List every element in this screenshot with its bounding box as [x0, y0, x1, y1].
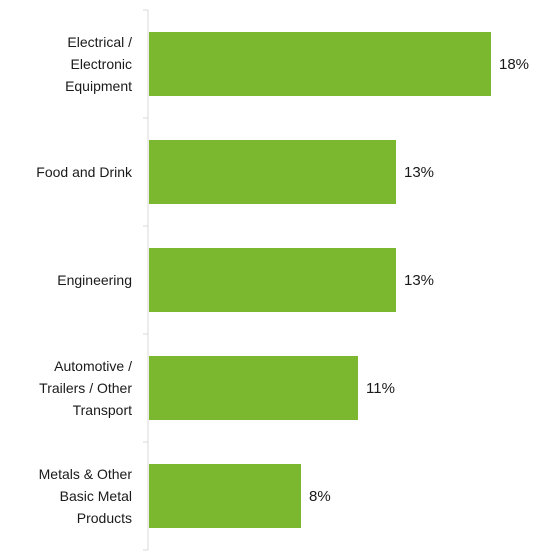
bar: [149, 248, 396, 312]
category-label-line: Basic Metal: [60, 488, 132, 504]
category-label: Metals & Other Basic Metal Products: [39, 466, 133, 526]
bar: [149, 356, 358, 420]
category-labels-layer: Electrical / Electronic Equipment Food and …: [36, 34, 133, 526]
value-labels-layer: 18% 13% 13% 11% 8%: [309, 56, 529, 505]
category-label: Engineering: [57, 272, 132, 288]
data-label: 13%: [404, 164, 434, 181]
category-label-line: Products: [77, 510, 132, 526]
category-label-line: Metals & Other: [39, 466, 133, 482]
data-label: 11%: [366, 380, 395, 397]
y-axis: [143, 9, 149, 551]
bar: [149, 32, 491, 96]
category-label-line: Trailers / Other: [39, 380, 132, 396]
data-label: 13%: [404, 272, 434, 289]
category-label-line: Transport: [73, 402, 133, 418]
category-label-line: Food and Drink: [36, 164, 133, 180]
data-label: 8%: [309, 488, 331, 505]
bar: [149, 464, 301, 528]
category-label: Food and Drink: [36, 164, 133, 180]
category-label: Electrical / Electronic Equipment: [65, 34, 132, 94]
data-label: 18%: [499, 56, 529, 73]
category-label-line: Electrical /: [67, 34, 132, 50]
bar: [149, 140, 396, 204]
bars-layer: [149, 32, 491, 528]
category-label-line: Engineering: [57, 272, 132, 288]
category-label-line: Automotive /: [54, 358, 132, 374]
category-label: Automotive / Trailers / Other Transport: [39, 358, 132, 418]
category-label-line: Equipment: [65, 78, 132, 94]
category-label-line: Electronic: [71, 56, 132, 72]
